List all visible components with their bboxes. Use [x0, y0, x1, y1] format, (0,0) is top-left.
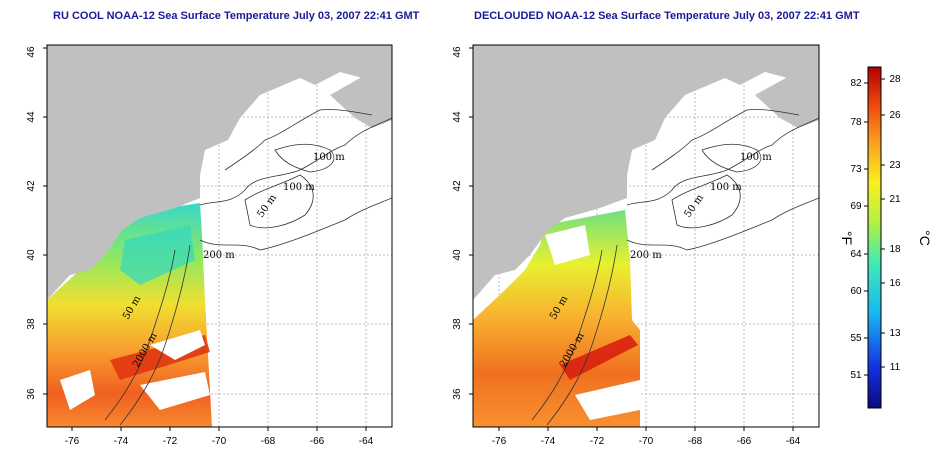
- left-panel-title: RU COOL NOAA-12 Sea Surface Temperature …: [53, 10, 420, 22]
- left-contour-label-4: 200 m: [203, 250, 235, 261]
- right-y-tick: 42: [452, 180, 463, 192]
- left-y-tick: 36: [26, 388, 37, 400]
- colorbar: 82 78 73 69 64 60 55 51 28 26 23 21 18 1…: [839, 66, 933, 409]
- colorbar-c-tick: 18: [889, 244, 901, 255]
- left-cool-patch: [120, 225, 195, 285]
- colorbar-gradient: [867, 66, 882, 409]
- right-x-tick: -66: [737, 436, 752, 447]
- colorbar-c-tick: 11: [890, 362, 901, 373]
- colorbar-c-tick: 13: [889, 328, 901, 339]
- left-y-tick: 46: [26, 46, 37, 58]
- colorbar-f-tick: 64: [850, 249, 862, 260]
- left-x-tick: -70: [212, 436, 227, 447]
- right-x-axis: -76 -74 -72 -70 -68 -66 -64: [492, 427, 801, 447]
- left-y-axis: 36 38 40 42 44 46: [26, 46, 47, 400]
- right-panel-title: DECLOUDED NOAA-12 Sea Surface Temperatur…: [474, 10, 860, 22]
- colorbar-c-tick: 21: [889, 194, 901, 205]
- colorbar-f-tick: 78: [850, 117, 862, 128]
- left-x-tick: -72: [163, 436, 178, 447]
- left-y-tick: 40: [26, 249, 37, 261]
- colorbar-f-tick: 55: [850, 333, 862, 344]
- colorbar-c-tick: 16: [889, 278, 901, 289]
- right-contours: [531, 109, 819, 426]
- right-y-tick: 38: [452, 318, 463, 330]
- left-cloud-2: [140, 372, 210, 410]
- right-warm-stream: [560, 335, 638, 380]
- left-x-tick: -68: [261, 436, 276, 447]
- left-cloud-3: [60, 370, 95, 410]
- left-contour-label-3: 50 m: [255, 192, 279, 220]
- left-y-tick: 38: [26, 318, 37, 330]
- right-x-tick: -70: [639, 436, 654, 447]
- colorbar-c-tick: 28: [889, 74, 901, 85]
- right-x-tick: -68: [688, 436, 703, 447]
- right-y-tick: 40: [452, 249, 463, 261]
- colorbar-f-tick: 82: [850, 78, 862, 89]
- left-x-tick: -64: [359, 436, 374, 447]
- right-x-tick: -76: [492, 436, 507, 447]
- colorbar-c-tick: 26: [889, 110, 901, 121]
- right-nova-scotia: [755, 60, 819, 128]
- right-y-axis: 36 38 40 42 44 46: [452, 46, 473, 400]
- left-cloud-1: [150, 330, 205, 360]
- left-land: [47, 45, 392, 300]
- colorbar-f-tick: 51: [850, 370, 862, 381]
- right-y-tick: 36: [452, 388, 463, 400]
- colorbar-f-tick: 73: [850, 164, 862, 175]
- right-y-tick: 44: [452, 111, 463, 123]
- left-x-tick: -74: [114, 436, 129, 447]
- right-land: [473, 45, 819, 300]
- right-contour-label-2: 100 m: [710, 182, 742, 193]
- left-contour-label-2: 100 m: [283, 182, 315, 193]
- right-x-tick: -72: [590, 436, 605, 447]
- left-contours: [104, 109, 392, 426]
- colorbar-c-tick: 23: [889, 160, 901, 171]
- colorbar-fahrenheit-label: °F: [839, 231, 855, 245]
- colorbar-celsius-label: °C: [917, 230, 933, 246]
- left-y-tick: 44: [26, 111, 37, 123]
- right-map-panel: [473, 45, 819, 427]
- right-x-tick: -74: [541, 436, 556, 447]
- right-contour-label-3: 50 m: [682, 192, 706, 220]
- left-x-axis: -76 -74 -72 -70 -68 -66 -64: [65, 427, 374, 447]
- left-contour-label-1: 100 m: [313, 152, 345, 163]
- colorbar-f-tick: 60: [850, 286, 862, 297]
- colorbar-f-tick: 69: [850, 201, 862, 212]
- right-x-tick: -64: [786, 436, 801, 447]
- left-x-tick: -76: [65, 436, 80, 447]
- left-map-panel: [47, 45, 392, 427]
- right-sst-swath: [473, 210, 640, 427]
- right-contour-label-4: 200 m: [630, 250, 662, 261]
- right-y-tick: 46: [452, 46, 463, 58]
- right-cloud-2: [545, 225, 590, 265]
- left-nova-scotia: [330, 60, 392, 128]
- left-x-tick: -66: [310, 436, 325, 447]
- right-cloud-1: [575, 380, 640, 420]
- right-contour-label-1: 100 m: [740, 152, 772, 163]
- left-y-tick: 42: [26, 180, 37, 192]
